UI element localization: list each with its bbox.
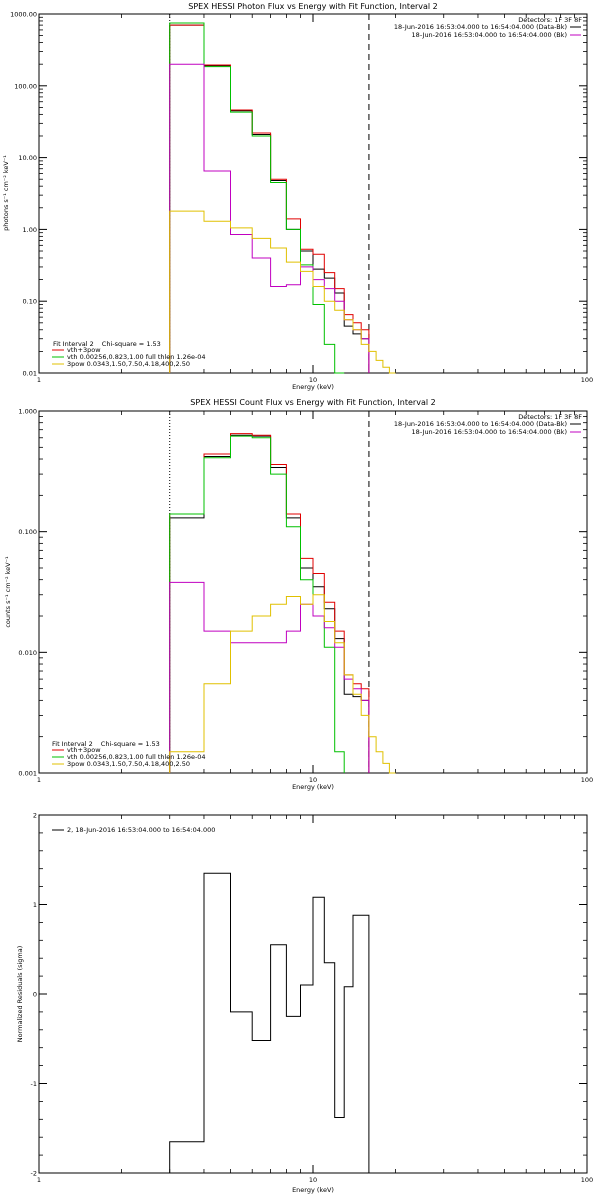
- y-axis-label: counts s⁻¹ cm⁻² keV⁻¹: [4, 556, 12, 628]
- y-tick-label: 2: [33, 812, 37, 820]
- time-label: 18-Jun-2016 16:53:04.000 to 16:54:04.000…: [394, 23, 567, 31]
- y-tick-label: 0.010: [18, 649, 37, 657]
- series-line-2: [169, 435, 345, 773]
- series-line-3: [169, 63, 370, 373]
- y-axis-label: photons s⁻¹ cm⁻² keV⁻¹: [2, 155, 10, 231]
- fit-interval-label: Fit Interval 2 Chi-square = 1.53: [52, 740, 160, 748]
- x-tick-label: 1: [37, 1176, 41, 1184]
- y-tick-label: -1: [31, 1080, 37, 1088]
- legend-entry: 3pow 0.0343,1.50,7.50,4.18,400,2.50: [67, 760, 190, 768]
- series-line-4: [169, 210, 396, 374]
- x-tick-label: 100: [581, 1176, 593, 1184]
- residuals-panel: 1 10 100 -2 -1 0 1 2 Energy (keV) Normalized Re…: [16, 812, 593, 1195]
- series-line-3: [169, 581, 370, 773]
- plot-frame: [38, 13, 588, 374]
- series-line-0: [169, 434, 370, 773]
- x-tick-label: 100: [581, 376, 593, 384]
- x-tick-label: 10: [309, 1176, 317, 1184]
- y-tick-label: 1: [33, 901, 37, 909]
- x-tick-label: 1: [37, 776, 41, 784]
- fit-interval: Fit Interval 2: [53, 340, 94, 348]
- x-tick-label: 10: [309, 376, 317, 384]
- chi-square: Chi-square = 1.53: [101, 740, 160, 748]
- y-tick-label: 1.000: [18, 408, 37, 416]
- time-label: 18-Jun-2016 16:53:04.000 to 16:54:04.000…: [412, 31, 567, 39]
- legend-entry: vth 0.00256,0.823,1.00 full thlen 1.26e-…: [67, 353, 206, 361]
- series-line-2: [169, 22, 345, 374]
- legend-entry: vth 0.00256,0.823,1.00 full thlen 1.26e-…: [67, 753, 206, 761]
- series-line-4: [169, 594, 396, 774]
- detectors-label: Detectors: 1F 3F 8F: [518, 16, 582, 24]
- detectors-label: Detectors: 1F 3F 8F: [518, 413, 582, 421]
- y-tick-label: 0.10: [23, 298, 37, 306]
- chart-title: SPEX HESSI Count Flux vs Energy with Fit…: [190, 398, 435, 407]
- chart-title: SPEX HESSI Photon Flux vs Energy with Fi…: [188, 2, 438, 11]
- y-tick-label: 0.01: [23, 370, 37, 378]
- photon-flux-panel: SPEX HESSI Photon Flux vs Energy with Fi…: [2, 2, 593, 391]
- time-label: 18-Jun-2016 16:53:04.000 to 16:54:04.000…: [412, 428, 567, 436]
- x-tick-label: 10: [309, 776, 317, 784]
- time-label: 18-Jun-2016 16:53:04.000 to 16:54:04.000…: [394, 420, 567, 428]
- x-tick-label: 100: [581, 776, 593, 784]
- legend-entry: vth+3pow: [67, 346, 101, 354]
- series-line-0: [169, 24, 370, 373]
- series-line-0: [169, 872, 370, 1173]
- y-tick-label: 1000.00: [10, 11, 37, 19]
- y-tick-label: 0.001: [18, 770, 37, 778]
- fit-interval: Fit Interval 2: [52, 740, 93, 748]
- y-tick-label: 10.00: [18, 154, 37, 162]
- series-line-1: [169, 24, 370, 373]
- y-tick-label: 0: [33, 991, 37, 999]
- plot-frame: [38, 814, 588, 1174]
- count-flux-panel: SPEX HESSI Count Flux vs Energy with Fit…: [4, 398, 593, 791]
- fit-interval-label: Fit Interval 2 Chi-square = 1.53: [53, 340, 161, 348]
- x-tick-label: 1: [37, 376, 41, 384]
- y-tick-label: 1.00: [23, 226, 37, 234]
- y-tick-label: -2: [31, 1170, 37, 1178]
- y-axis-label: Normalized Residuals (sigma): [16, 946, 24, 1043]
- legend-entry: 2, 18-Jun-2016 16:53:04.000 to 16:54:04.…: [67, 826, 215, 834]
- x-axis-label: Energy (keV): [292, 383, 334, 391]
- legend-entry: 3pow 0.0343,1.50,7.50,4.18,400,2.50: [67, 360, 190, 368]
- y-tick-label: 0.100: [18, 528, 37, 536]
- x-axis-label: Energy (keV): [292, 1186, 334, 1194]
- legend-entry: vth+3pow: [67, 746, 101, 754]
- chi-square: Chi-square = 1.53: [102, 340, 161, 348]
- x-axis-label: Energy (keV): [292, 783, 334, 791]
- series-line-1: [169, 433, 370, 773]
- y-tick-label: 100.00: [14, 82, 37, 90]
